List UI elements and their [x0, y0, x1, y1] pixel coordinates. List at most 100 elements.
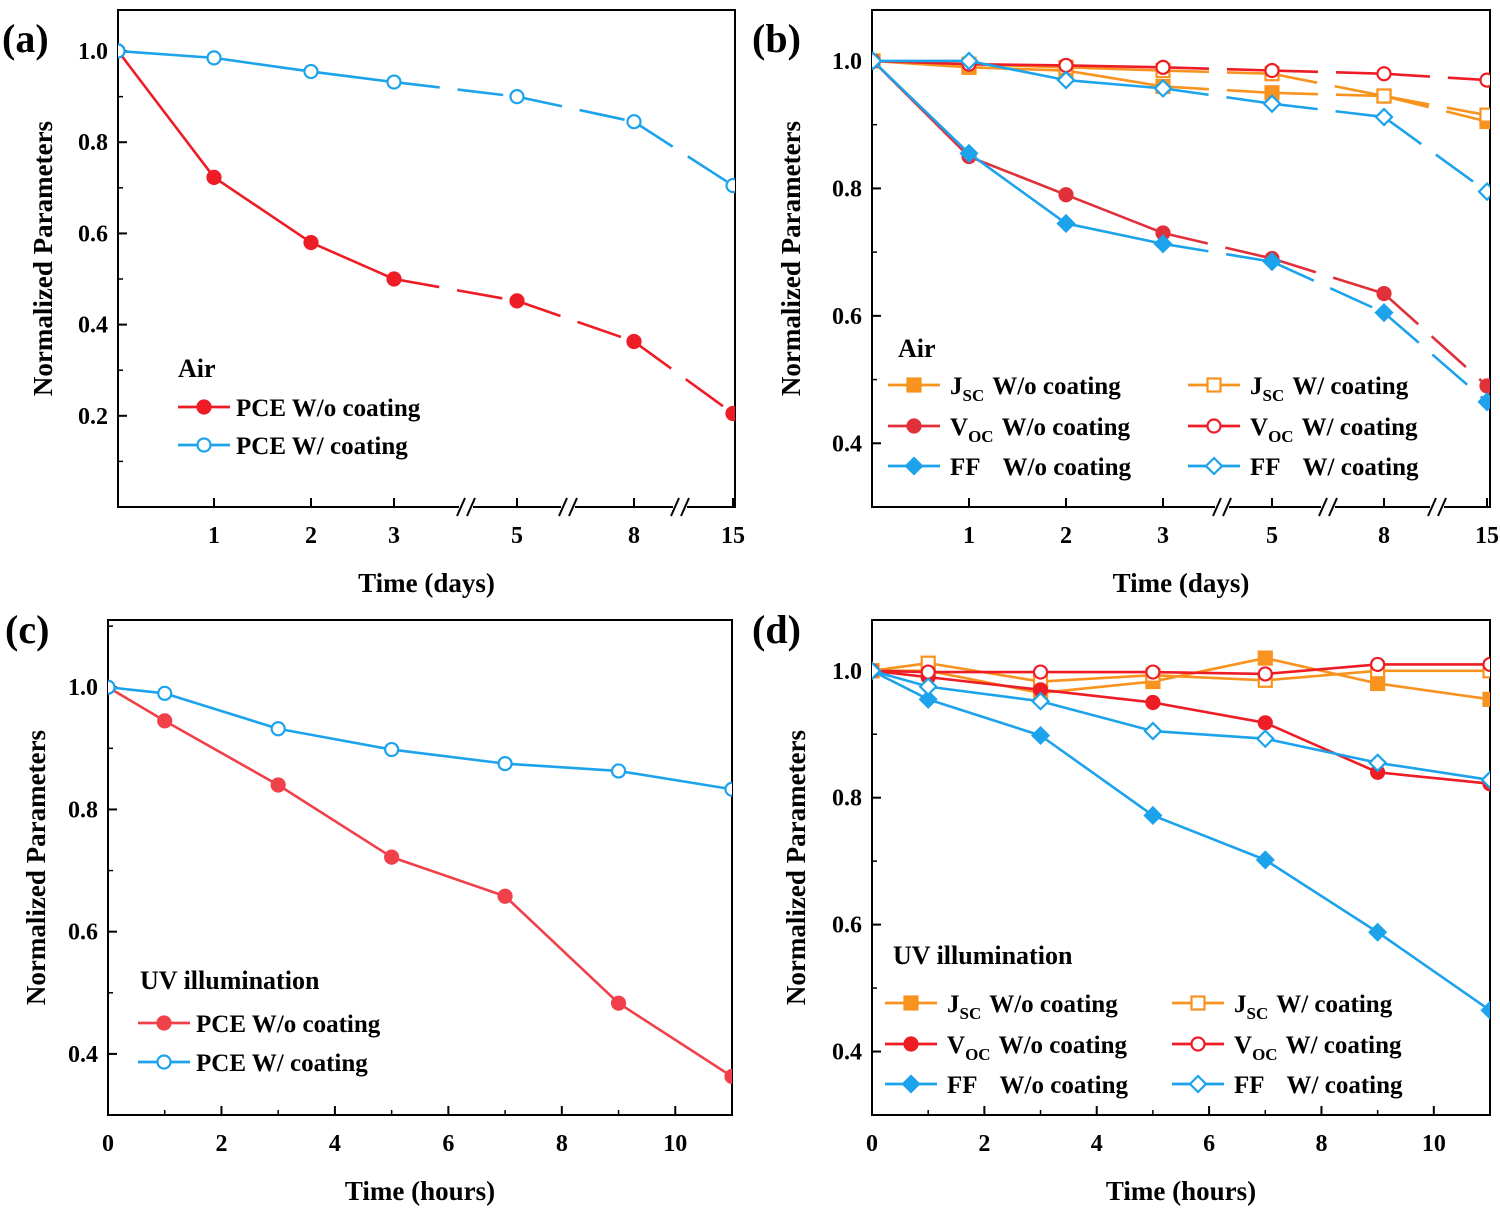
series-line — [927, 669, 1041, 695]
data-point — [1257, 715, 1273, 731]
series-line — [968, 155, 1067, 196]
x-tick-label: 5 — [1266, 523, 1278, 549]
data-point — [1206, 418, 1222, 434]
x-tick-label: 1 — [208, 523, 220, 549]
axis-break-mark — [670, 497, 680, 517]
series-line — [1376, 931, 1490, 1012]
series-line — [1065, 64, 1164, 69]
series-line — [1383, 94, 1488, 117]
series — [872, 663, 1490, 792]
x-tick-label: 15 — [1475, 523, 1499, 549]
data-point — [1056, 213, 1076, 234]
series-line — [1271, 260, 1385, 314]
series-line — [391, 855, 506, 898]
x-axis-title: Time (hours) — [345, 1176, 495, 1206]
series-line — [391, 748, 506, 765]
series-layer — [118, 43, 735, 422]
series-line — [1271, 102, 1385, 119]
axis-break-mark — [1318, 497, 1328, 517]
y-tick-label: 0.8 — [832, 786, 862, 812]
x-tick-label: 3 — [1157, 523, 1169, 549]
y-tick-label: 1.0 — [78, 39, 108, 65]
data-point — [1370, 656, 1386, 673]
data-point — [384, 741, 400, 758]
data-point — [920, 664, 936, 680]
y-tick-label: 0.6 — [832, 304, 862, 330]
x-tick-label: 0 — [866, 1131, 878, 1157]
data-point — [1264, 62, 1280, 79]
series-line — [617, 1002, 732, 1078]
series-line — [1271, 69, 1385, 76]
legend-label: FF W/ coating — [1234, 1072, 1403, 1099]
y-tick-label: 0.4 — [832, 1040, 862, 1066]
series-line — [1265, 669, 1378, 682]
series-line — [1264, 656, 1378, 685]
data-point — [1153, 234, 1173, 254]
data-point — [1376, 88, 1392, 104]
data-point — [206, 169, 222, 185]
y-tick-label: 0.8 — [68, 797, 98, 823]
x-tick-label: 2 — [305, 523, 317, 549]
series-line — [1152, 670, 1266, 676]
series — [872, 650, 1490, 707]
data-point — [157, 685, 173, 701]
data-point — [303, 63, 319, 80]
data-point — [1257, 666, 1273, 682]
series-line — [1383, 292, 1488, 387]
data-point — [303, 234, 319, 251]
x-tick-label: 2 — [215, 1131, 227, 1157]
data-point — [725, 405, 735, 422]
legend-title: Air — [178, 354, 216, 383]
data-point — [1368, 753, 1388, 773]
data-point — [1255, 729, 1275, 749]
series-line — [164, 692, 279, 731]
y-tick-label: 0.6 — [78, 221, 108, 247]
series-line — [1377, 682, 1490, 701]
axis-break-mark — [568, 497, 578, 517]
data-point — [724, 1068, 732, 1085]
legend-label: JSC W/ coating — [1250, 373, 1409, 405]
series-line — [1162, 69, 1273, 76]
data-point — [1370, 675, 1386, 692]
x-tick-label: 5 — [511, 523, 523, 549]
x-tick-label: 2 — [978, 1131, 990, 1157]
series-line — [1162, 242, 1273, 263]
x-tick-label: 10 — [663, 1131, 687, 1157]
data-point — [386, 74, 402, 90]
data-point — [1482, 691, 1490, 707]
data-point — [1479, 378, 1490, 394]
series-line — [1152, 814, 1266, 862]
legend-label: PCE W/ coating — [196, 1050, 368, 1077]
series-line — [108, 685, 165, 695]
data-point — [1190, 995, 1206, 1011]
series-line — [872, 661, 929, 673]
legend-label: PCE W/ coating — [236, 433, 408, 460]
data-point — [1480, 770, 1490, 790]
data-point — [1374, 303, 1394, 323]
series-line — [1264, 737, 1378, 765]
series-line — [1264, 721, 1379, 774]
data-point — [509, 293, 525, 309]
panel-label: (a) — [2, 16, 49, 61]
series-line — [1065, 193, 1164, 235]
data-point — [626, 333, 642, 350]
plot-frame — [871, 9, 1491, 508]
series-line — [1152, 656, 1266, 683]
data-point — [1190, 1036, 1206, 1052]
data-point — [903, 1036, 919, 1052]
data-point — [1030, 725, 1051, 746]
data-point — [1479, 72, 1490, 88]
data-point — [903, 995, 919, 1011]
series-line — [1383, 115, 1488, 193]
plot-frame — [107, 619, 733, 1116]
data-point — [1480, 1000, 1490, 1020]
series-line — [968, 66, 1067, 72]
series-line — [516, 299, 635, 343]
legend-label: JSC W/o coating — [947, 991, 1118, 1023]
data-point — [610, 763, 627, 779]
axis-break-mark — [1328, 497, 1338, 517]
data-point — [610, 995, 627, 1011]
series-line — [516, 95, 635, 123]
data-point — [1477, 392, 1490, 412]
